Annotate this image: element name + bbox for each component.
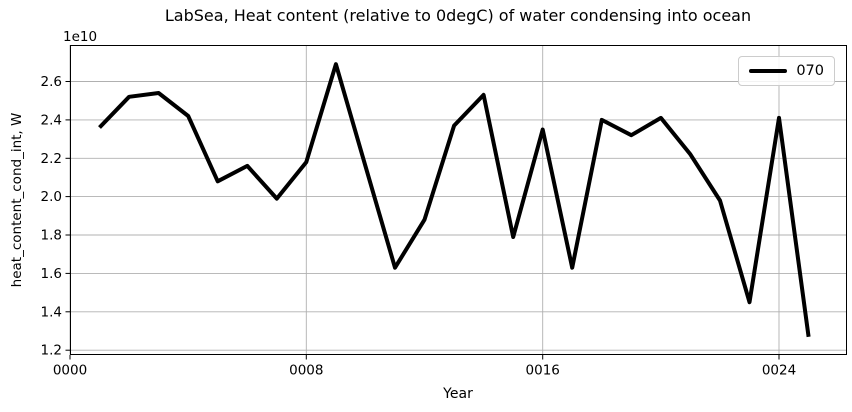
y-axis-offset-text: 1e10 [63,29,98,45]
y-tick-label: 2.4 [41,112,62,128]
y-tick-label: 2.2 [41,151,62,167]
axes-spines [70,45,847,355]
y-tick-label: 1.6 [41,266,62,282]
data-line-070 [98,62,811,338]
legend: 070 [738,56,835,86]
x-tick-label: 0000 [53,363,87,379]
x-axis-label: Year [443,386,473,402]
x-tick-label: 0024 [762,363,796,379]
x-tick-label: 0008 [289,363,323,379]
x-tick-label: 0016 [526,363,560,379]
y-tick-label: 2.6 [41,74,62,90]
y-tick-label: 1.4 [41,304,62,320]
y-tick-label: 2.0 [41,189,62,205]
y-tick-label: 1.2 [41,343,62,359]
legend-label: 070 [796,62,824,79]
legend-line-sample [749,69,788,73]
y-tick-label: 1.8 [41,228,62,244]
chart-title: LabSea, Heat content (relative to 0degC)… [164,6,752,25]
